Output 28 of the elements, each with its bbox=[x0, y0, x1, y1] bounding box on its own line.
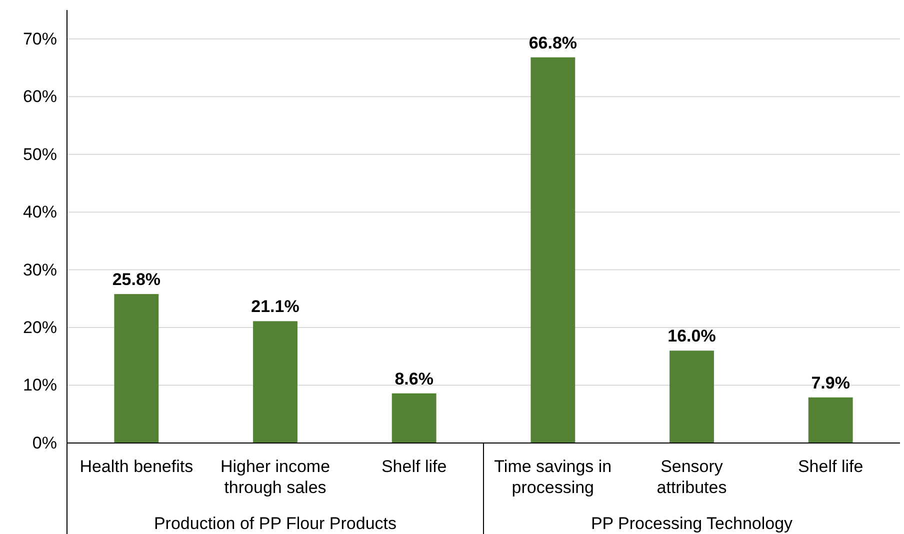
text: PP Processing Technology bbox=[590, 514, 794, 533]
data-label: 8.6% bbox=[394, 369, 434, 388]
y-tick-label: 60% bbox=[22, 87, 57, 106]
y-tick-label: 10% bbox=[22, 376, 57, 395]
bar bbox=[530, 57, 576, 443]
bar bbox=[253, 321, 298, 443]
data-label: 66.8% bbox=[528, 33, 578, 52]
y-tick-label: 0% bbox=[32, 433, 57, 452]
data-label: 25.8% bbox=[112, 270, 161, 290]
bar bbox=[808, 397, 853, 443]
x-tick-label: Higher income through sales bbox=[220, 457, 330, 497]
data-label: 21.1% bbox=[251, 297, 300, 316]
bar bbox=[670, 350, 714, 443]
data-label: 7.9% bbox=[811, 373, 850, 392]
bar bbox=[114, 294, 159, 443]
y-tick-label: 50% bbox=[22, 144, 57, 164]
y-tick-label: 40% bbox=[22, 202, 57, 222]
y-tick-label: 20% bbox=[22, 318, 57, 337]
text: Production of PP Flour Products bbox=[154, 514, 397, 533]
x-tick-label: Shelf life bbox=[381, 457, 447, 476]
x-tick-label: Sensory attributes bbox=[656, 457, 727, 497]
y-tick-label: 70% bbox=[22, 29, 57, 48]
x-tick-label: Shelf life bbox=[798, 457, 864, 476]
data-label: 16.0% bbox=[668, 326, 716, 346]
x-tick-label: Time savings in processing bbox=[494, 457, 612, 497]
x-tick-label: Health benefits bbox=[80, 457, 194, 476]
bar bbox=[392, 393, 436, 443]
y-tick-label: 30% bbox=[22, 260, 57, 280]
